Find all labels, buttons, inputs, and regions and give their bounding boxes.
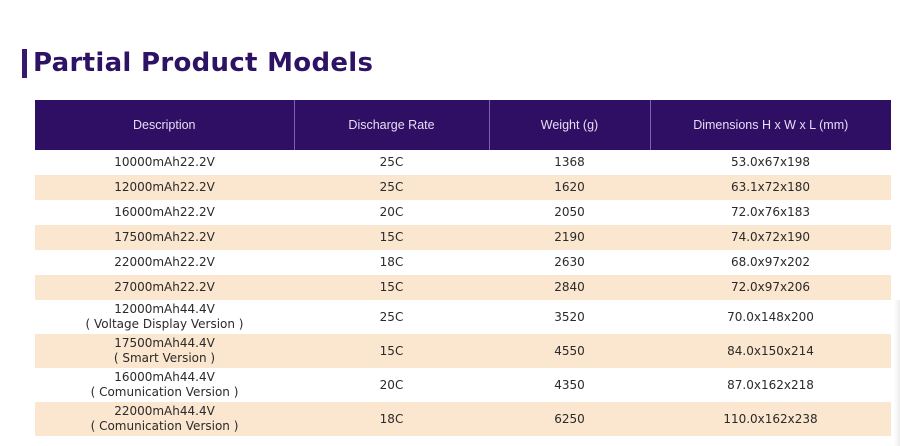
cell-weight: 1620 xyxy=(489,175,650,200)
cell-weight: 2840 xyxy=(489,275,650,300)
cell-description: 17500mAh22.2V xyxy=(35,225,294,250)
table-row: 12000mAh22.2V 25C 1620 63.1x72x180 xyxy=(35,175,891,200)
cell-discharge-rate: 25C xyxy=(379,309,404,324)
page-title: Partial Product Models xyxy=(33,48,374,78)
cell-description: 22000mAh44.4V ( Comunication Version ) xyxy=(35,402,294,436)
cell-discharge-rate: 15C xyxy=(294,225,489,250)
desc-main: 16000mAh22.2V xyxy=(114,205,215,219)
desc-main: 16000mAh44.4V xyxy=(114,370,215,384)
column-header-description: Description xyxy=(35,100,295,150)
cell-description: 12000mAh22.2V xyxy=(35,175,294,200)
cell-weight: 2630 xyxy=(554,255,585,269)
desc-version: ( Voltage Display Version ) xyxy=(85,317,244,331)
desc-main: 22000mAh44.4V xyxy=(114,404,215,418)
cell-weight: 6250 xyxy=(489,402,650,436)
table-header-row: Description Discharge Rate Weight (g) Di… xyxy=(35,100,891,150)
cell-discharge-rate: 18C xyxy=(379,255,404,269)
page-edge-shadow xyxy=(894,300,900,446)
cell-dimensions: 110.0x162x238 xyxy=(650,402,891,436)
cell-discharge-rate: 18C xyxy=(294,402,489,436)
cell-dimensions: 53.0x67x198 xyxy=(730,155,811,169)
cell-dimensions: 72.0x76x183 xyxy=(730,205,811,219)
desc-version: ( Smart Version ) xyxy=(113,351,216,365)
cell-weight: 2190 xyxy=(489,225,650,250)
table-row: 12000mAh44.4V ( Voltage Display Version … xyxy=(35,300,891,334)
cell-dimensions: 72.0x97x206 xyxy=(650,275,891,300)
cell-description: 27000mAh22.2V xyxy=(35,275,294,300)
cell-dimensions: 87.0x162x218 xyxy=(727,377,814,392)
cell-description: 12000mAh44.4V ( Voltage Display Version … xyxy=(35,300,294,334)
cell-discharge-rate: 15C xyxy=(294,334,489,368)
desc-main: 17500mAh22.2V xyxy=(114,230,215,244)
cell-discharge-rate: 20C xyxy=(379,205,404,219)
cell-weight: 4550 xyxy=(489,334,650,368)
cell-description: 16000mAh22.2V xyxy=(35,200,294,225)
cell-description: 10000mAh22.2V xyxy=(35,150,294,175)
desc-main: 10000mAh22.2V xyxy=(114,155,215,169)
desc-main: 12000mAh44.4V xyxy=(114,302,215,316)
column-header-weight: Weight (g) xyxy=(489,100,651,150)
desc-main: 27000mAh22.2V xyxy=(114,280,215,294)
cell-discharge-rate: 25C xyxy=(294,175,489,200)
cell-dimensions: 84.0x150x214 xyxy=(650,334,891,368)
table-row: 17500mAh22.2V 15C 2190 74.0x72x190 xyxy=(35,225,891,250)
cell-discharge-rate: 15C xyxy=(294,275,489,300)
cell-weight: 1368 xyxy=(554,155,585,169)
cell-dimensions: 63.1x72x180 xyxy=(650,175,891,200)
cell-description: 22000mAh22.2V xyxy=(35,250,294,275)
column-header-dimensions: Dimensions H x W x L (mm) xyxy=(650,100,891,150)
table-row: 22000mAh22.2V 18C 2630 68.0x97x202 xyxy=(35,250,891,275)
cell-weight: 4350 xyxy=(554,377,585,392)
desc-main: 12000mAh22.2V xyxy=(114,180,215,194)
cell-discharge-rate: 25C xyxy=(379,155,404,169)
desc-main: 17500mAh44.4V xyxy=(114,336,215,350)
column-header-discharge-rate: Discharge Rate xyxy=(294,100,490,150)
cell-dimensions: 70.0x148x200 xyxy=(727,309,814,324)
table-row: 22000mAh44.4V ( Comunication Version ) 1… xyxy=(35,402,891,436)
cell-weight: 3520 xyxy=(554,309,585,324)
product-models-table: Description Discharge Rate Weight (g) Di… xyxy=(35,100,891,436)
page-heading: Partial Product Models xyxy=(22,47,373,79)
desc-main: 22000mAh22.2V xyxy=(114,255,215,269)
cell-dimensions: 74.0x72x190 xyxy=(650,225,891,250)
table-row: 16000mAh44.4V ( Comunication Version ) 2… xyxy=(35,368,891,402)
desc-version: ( Comunication Version ) xyxy=(90,385,239,399)
cell-discharge-rate: 20C xyxy=(379,377,404,392)
cell-description: 16000mAh44.4V ( Comunication Version ) xyxy=(35,368,294,402)
heading-accent-bar xyxy=(22,48,27,78)
table-row: 27000mAh22.2V 15C 2840 72.0x97x206 xyxy=(35,275,891,300)
cell-weight: 2050 xyxy=(554,205,585,219)
table-row: 16000mAh22.2V 20C 2050 72.0x76x183 xyxy=(35,200,891,225)
table-row: 10000mAh22.2V 25C 1368 53.0x67x198 xyxy=(35,150,891,175)
table-row: 17500mAh44.4V ( Smart Version ) 15C 4550… xyxy=(35,334,891,368)
desc-version: ( Comunication Version ) xyxy=(90,419,239,433)
cell-description: 17500mAh44.4V ( Smart Version ) xyxy=(35,334,294,368)
cell-dimensions: 68.0x97x202 xyxy=(730,255,811,269)
